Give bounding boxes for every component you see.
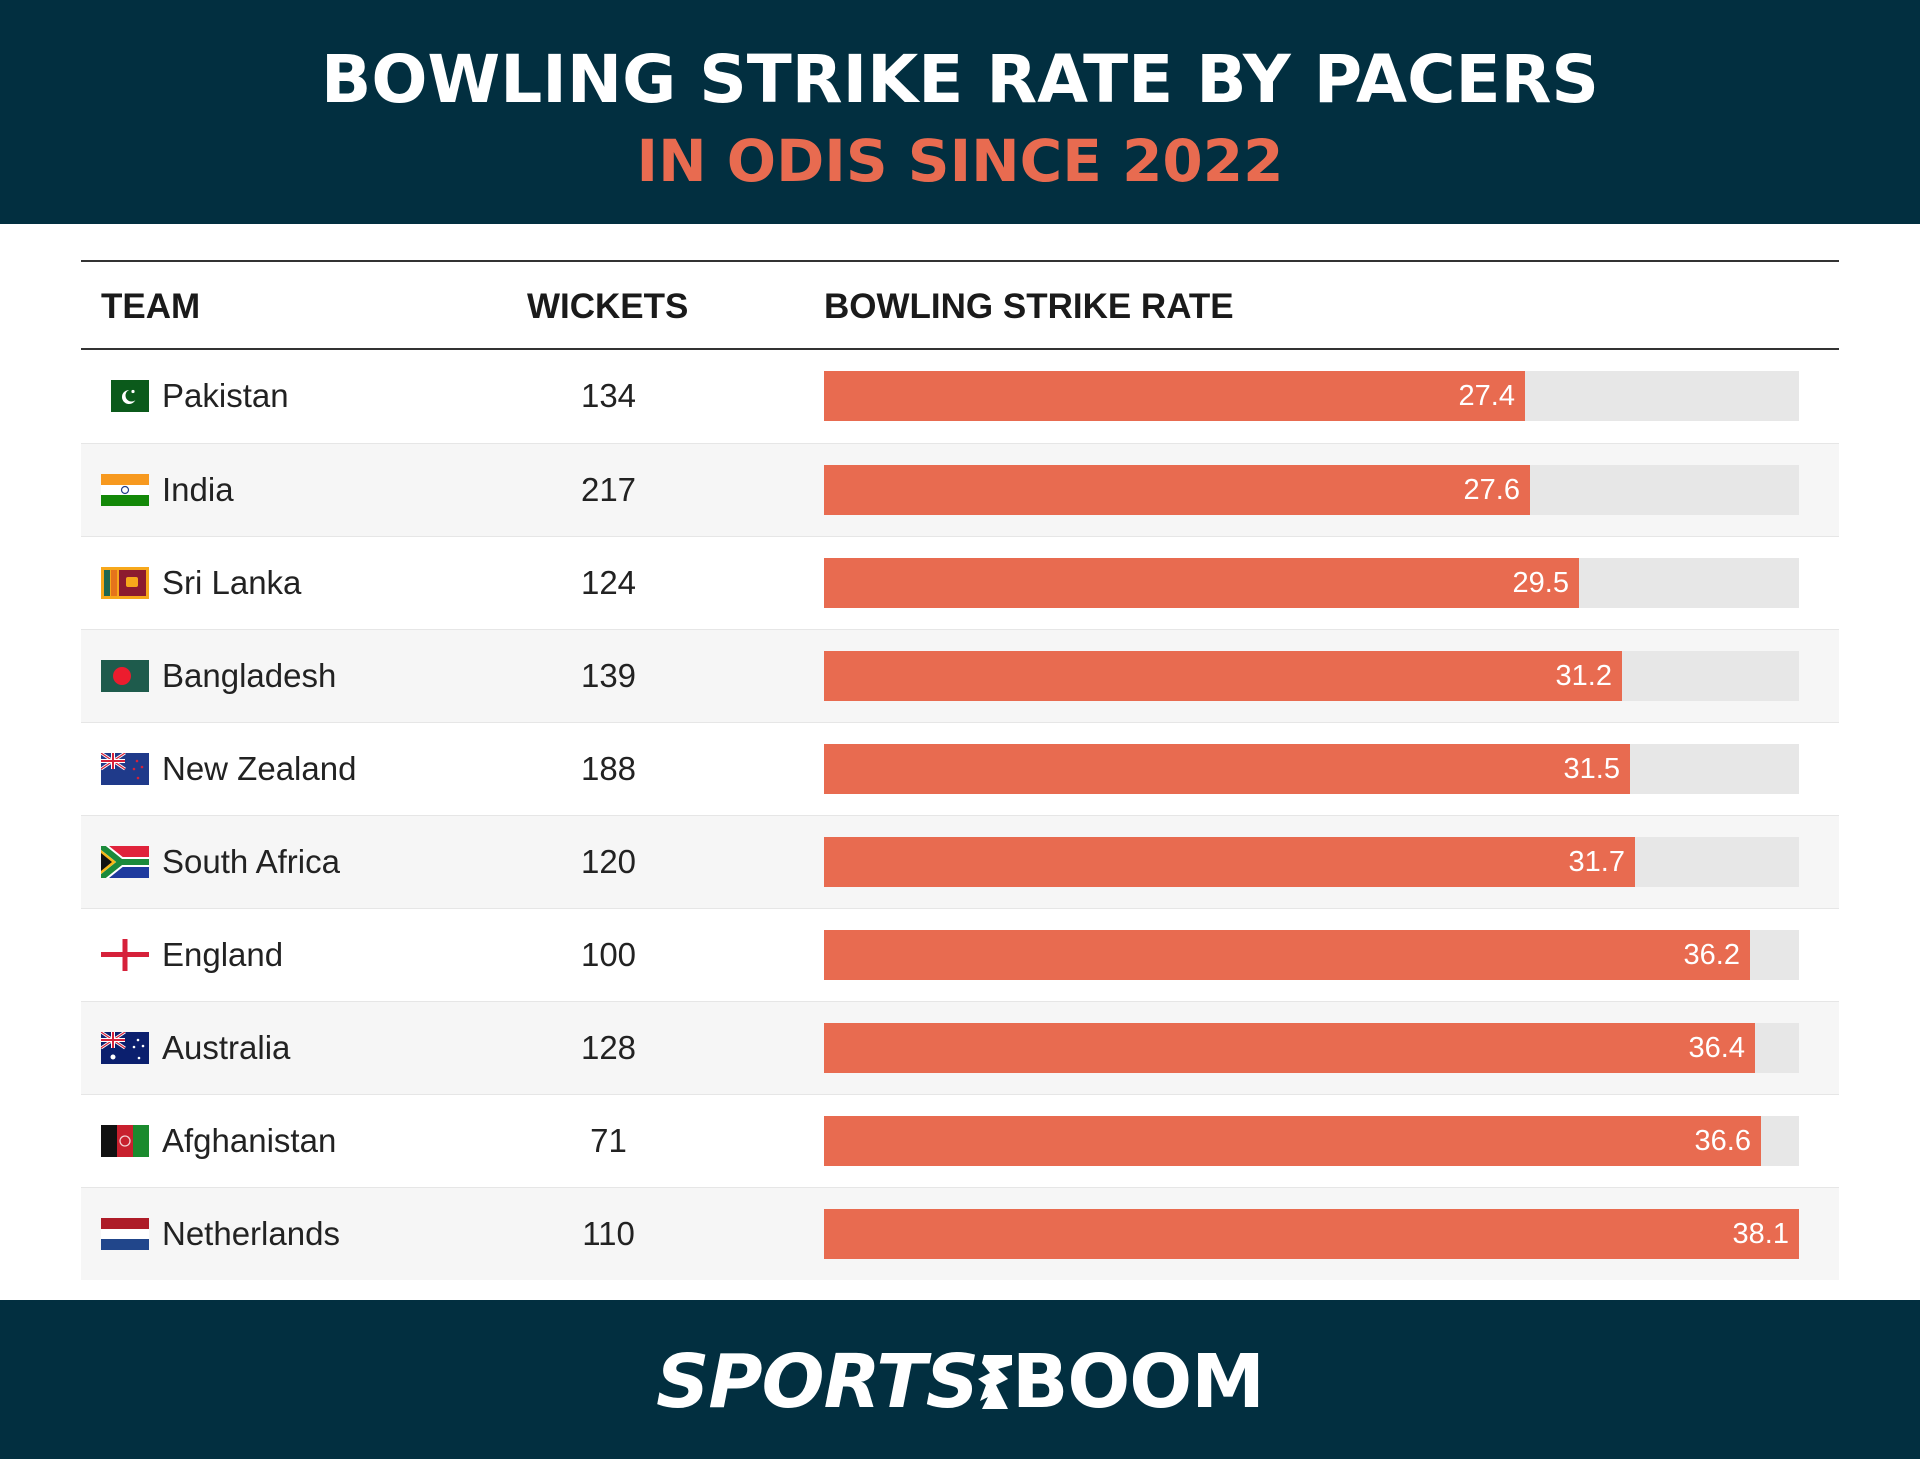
wickets-value: 124 (580, 564, 637, 601)
strike-rate-value: 31.5 (1563, 753, 1620, 785)
chart-subtitle: IN ODIS SINCE 2022 (636, 127, 1284, 195)
sri-lanka-flag-icon (101, 567, 149, 599)
strike-rate-bar-track: 36.6 (824, 1116, 1799, 1166)
strike-rate-bar-track: 31.5 (824, 744, 1799, 794)
wickets-value: 134 (580, 377, 637, 414)
table-row: Sri Lanka 124 29.5 (81, 536, 1839, 629)
strike-rate-value: 27.6 (1463, 474, 1520, 506)
wickets-value: 128 (580, 1029, 637, 1066)
team-name: New Zealand (162, 750, 357, 787)
india-flag-icon (101, 474, 149, 506)
strike-rate-value: 38.1 (1732, 1218, 1789, 1250)
table-row: New Zealand 188 31.5 (81, 722, 1839, 815)
wickets-value: 120 (580, 843, 637, 880)
logo-text-sports: SPORTS (656, 1339, 979, 1425)
team-name: Afghanistan (162, 1122, 337, 1159)
afghanistan-flag-icon (101, 1125, 149, 1157)
team-name: Netherlands (162, 1215, 340, 1252)
column-header-wickets: WICKETS (527, 287, 689, 326)
england-flag-icon (101, 939, 149, 971)
table-row: Bangladesh 139 31.2 (81, 629, 1839, 722)
strike-rate-bar: 27.6 (824, 465, 1530, 515)
table-row: England 100 36.2 (81, 908, 1839, 1001)
strike-rate-value: 31.7 (1568, 846, 1625, 878)
strike-rate-bar-track: 29.5 (824, 558, 1799, 608)
team-name: Bangladesh (162, 657, 337, 694)
table-row: India 217 27.6 (81, 443, 1839, 536)
wickets-value: 217 (580, 471, 637, 508)
strike-rate-bar-track: 36.4 (824, 1023, 1799, 1073)
strike-rate-bar-track: 36.2 (824, 930, 1799, 980)
table-row: Netherlands 110 38.1 (81, 1187, 1839, 1280)
pakistan-flag-icon (101, 380, 149, 412)
table-row: Australia 128 36.4 (81, 1001, 1839, 1094)
team-name: India (162, 471, 234, 508)
burst-icon (978, 1348, 1012, 1410)
wickets-value: 100 (580, 936, 637, 973)
strike-rate-value: 29.5 (1512, 567, 1569, 599)
team-name: Pakistan (162, 377, 289, 414)
logo-text-boom: BOOM (1012, 1339, 1265, 1425)
new-zealand-flag-icon (101, 753, 149, 785)
table-row: Pakistan 134 27.4 (81, 350, 1839, 443)
strike-rate-bar-track: 38.1 (824, 1209, 1799, 1259)
strike-rate-bar: 31.7 (824, 837, 1635, 887)
strike-rate-bar: 38.1 (824, 1209, 1799, 1259)
column-header-strike-rate: BOWLING STRIKE RATE (824, 287, 1234, 326)
table-header: TEAM WICKETS BOWLING STRIKE RATE (81, 260, 1839, 350)
strike-rate-bar: 29.5 (824, 558, 1579, 608)
wickets-value: 188 (580, 750, 637, 787)
bangladesh-flag-icon (101, 660, 149, 692)
team-name: Sri Lanka (162, 564, 302, 601)
sportsboom-logo: SPORTS BOOM (0, 1342, 1920, 1422)
strike-rate-bar-track: 31.7 (824, 837, 1799, 887)
strike-rate-bar: 31.2 (824, 651, 1622, 701)
strike-rate-bar-track: 27.6 (824, 465, 1799, 515)
column-header-team: TEAM (101, 287, 201, 326)
team-name: Australia (162, 1029, 291, 1066)
wickets-value: 139 (580, 657, 637, 694)
strike-rate-bar: 36.2 (824, 930, 1750, 980)
wickets-value: 110 (582, 1215, 635, 1252)
header-band: BOWLING STRIKE RATE BY PACERS IN ODIS SI… (0, 0, 1920, 224)
table-body: Pakistan 134 27.4 India 217 27.6 (81, 350, 1839, 1280)
strike-rate-value: 36.2 (1683, 939, 1740, 971)
australia-flag-icon (101, 1032, 149, 1064)
team-name: England (162, 936, 284, 973)
footer-band: SPORTS BOOM (0, 1300, 1920, 1459)
strike-rate-bar: 36.4 (824, 1023, 1755, 1073)
strike-rate-bar: 31.5 (824, 744, 1630, 794)
strike-rate-value: 36.4 (1688, 1032, 1745, 1064)
wickets-value: 71 (590, 1122, 627, 1159)
strike-rate-value: 27.4 (1458, 380, 1515, 412)
team-name: South Africa (162, 843, 340, 880)
strike-rate-bar-track: 27.4 (824, 371, 1799, 421)
table-row: South Africa 120 31.7 (81, 815, 1839, 908)
strike-rate-bar-track: 31.2 (824, 651, 1799, 701)
south-africa-flag-icon (101, 846, 149, 878)
table-row: Afghanistan 71 36.6 (81, 1094, 1839, 1187)
strike-rate-table: TEAM WICKETS BOWLING STRIKE RATE Pakista… (81, 260, 1839, 1280)
strike-rate-bar: 27.4 (824, 371, 1525, 421)
strike-rate-bar: 36.6 (824, 1116, 1761, 1166)
chart-title: BOWLING STRIKE RATE BY PACERS (321, 41, 1599, 118)
strike-rate-value: 31.2 (1555, 660, 1612, 692)
netherlands-flag-icon (101, 1218, 149, 1250)
strike-rate-value: 36.6 (1694, 1125, 1751, 1157)
